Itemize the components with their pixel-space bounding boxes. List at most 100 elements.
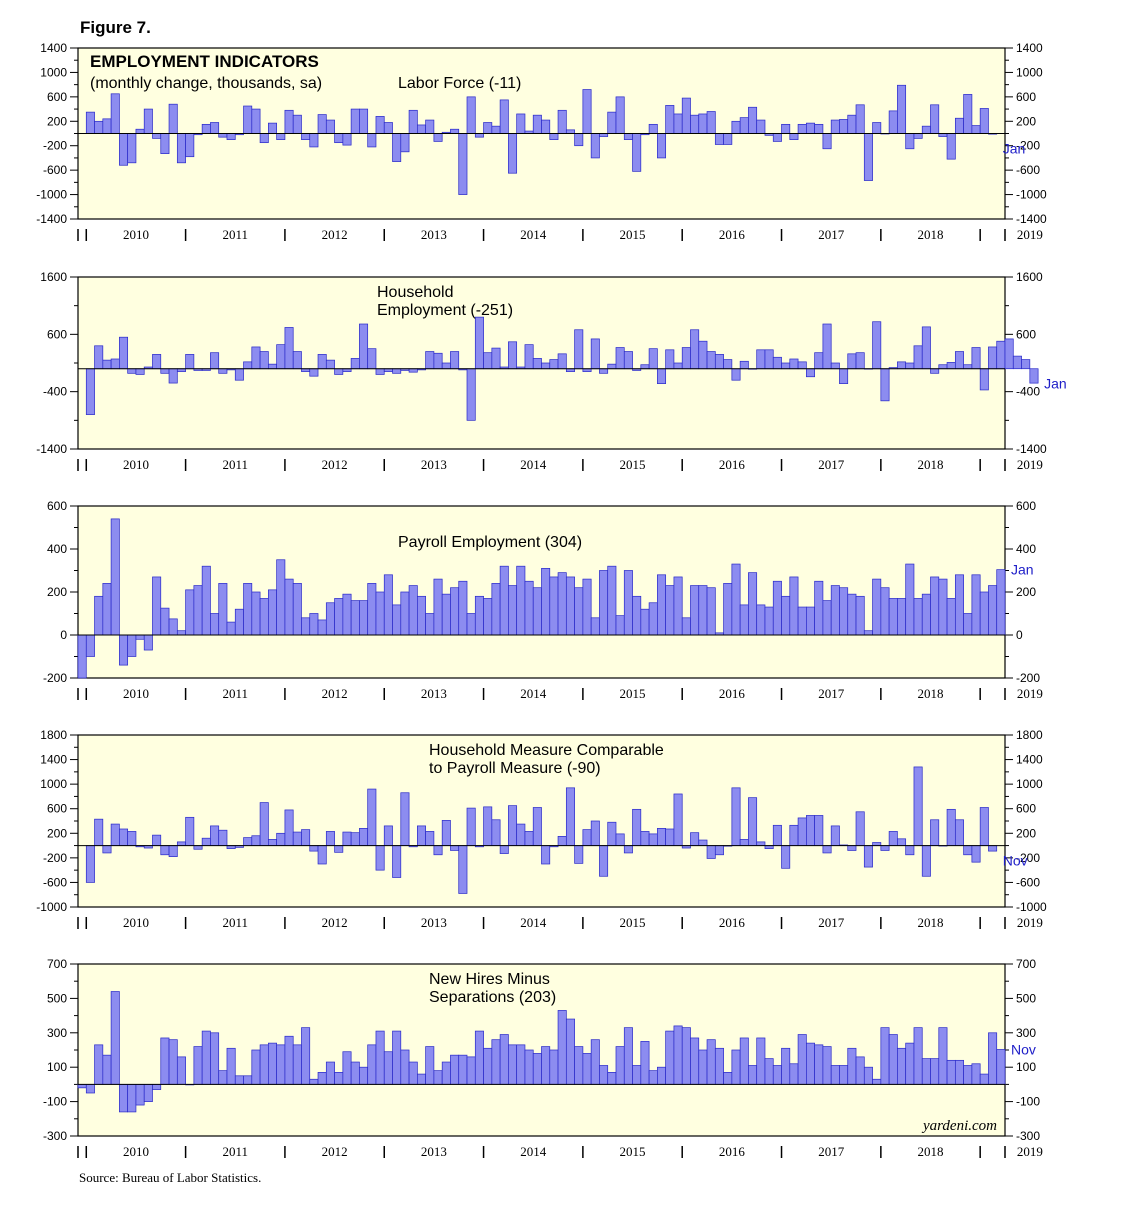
year-label: 2012	[322, 457, 348, 472]
chart-panel-1: 1400 1400 1000 1000 600 600 200 200 -200 -200 -600…	[36, 41, 1047, 242]
bar	[483, 122, 493, 134]
bar	[954, 1059, 964, 1085]
bar	[392, 604, 402, 636]
bar	[243, 583, 253, 636]
bar	[119, 634, 129, 666]
year-label: 2019	[1017, 227, 1043, 242]
bar	[417, 825, 426, 846]
bar	[971, 1063, 981, 1085]
bar	[930, 576, 940, 636]
bar	[921, 1058, 931, 1085]
bar	[185, 354, 195, 370]
bar	[863, 133, 873, 181]
bar	[789, 824, 799, 846]
bar	[806, 1042, 815, 1085]
y-tick-label-right: 0	[1016, 628, 1023, 642]
bar	[996, 1049, 1006, 1085]
bar	[673, 793, 683, 846]
bar	[921, 326, 931, 370]
bar	[284, 578, 294, 636]
bar	[599, 570, 609, 636]
bar	[888, 831, 898, 846]
bar	[417, 1073, 426, 1085]
year-label: 2018	[918, 227, 944, 242]
bar	[301, 133, 311, 140]
year-label: 2016	[719, 227, 746, 242]
bar	[673, 576, 683, 636]
bar	[954, 117, 964, 134]
y-tick-label-left: 300	[47, 1026, 67, 1040]
bar	[466, 96, 476, 134]
bar	[474, 595, 484, 636]
year-label: 2011	[222, 227, 248, 242]
bar	[847, 353, 857, 370]
bar	[433, 1070, 443, 1085]
bar	[954, 351, 964, 370]
bar	[880, 587, 890, 636]
bar	[632, 1065, 642, 1085]
bar	[599, 368, 609, 374]
bar	[491, 347, 501, 370]
year-label: 2013	[421, 686, 447, 701]
y-tick-label-left: -200	[43, 671, 67, 685]
bar	[690, 329, 700, 370]
bar	[772, 580, 782, 636]
series-label-line: Household Measure Comparable	[429, 742, 664, 759]
bar	[681, 347, 691, 370]
y-tick-label-left: 1800	[40, 728, 67, 742]
bar	[582, 578, 592, 636]
bar	[657, 368, 667, 384]
y-tick-label-left: 200	[47, 826, 67, 840]
bar	[772, 1065, 782, 1085]
bar	[781, 845, 791, 869]
y-tick-label-right: -200	[1016, 139, 1040, 153]
bar	[383, 825, 393, 846]
bar	[176, 841, 186, 846]
bar	[152, 354, 162, 370]
bar	[160, 845, 170, 856]
series-label: Payroll Employment (304)	[398, 534, 582, 551]
bar	[764, 1058, 774, 1085]
y-tick-label-right: -600	[1016, 163, 1040, 177]
bar	[417, 124, 426, 134]
bar	[251, 591, 261, 636]
bar	[748, 797, 758, 846]
bar	[921, 593, 931, 636]
bar	[665, 105, 675, 134]
bar	[723, 133, 733, 145]
bar	[325, 602, 335, 636]
bar	[168, 1039, 178, 1085]
bar	[541, 845, 551, 865]
bar	[657, 828, 667, 846]
bar	[508, 1044, 518, 1085]
year-label: 2016	[719, 1144, 746, 1159]
y-tick-label-right: 1600	[1016, 270, 1043, 284]
bar	[127, 831, 137, 846]
bar	[499, 565, 509, 636]
bar	[1004, 338, 1014, 370]
chart-panel-4: 1800 1800 1400 1400 1000 1000 600 600 200 200 -200…	[36, 728, 1047, 930]
bar	[226, 621, 236, 636]
bar	[855, 811, 865, 846]
bar	[797, 606, 807, 636]
bar	[259, 351, 269, 370]
bar	[85, 368, 95, 415]
bar	[839, 368, 849, 384]
bar	[268, 363, 277, 370]
year-label: 2018	[918, 457, 944, 472]
y-tick-label-right: -1400	[1016, 442, 1047, 456]
bar	[458, 133, 468, 195]
bar	[706, 587, 716, 636]
bar	[623, 1027, 633, 1085]
y-tick-label-right: -600	[1016, 875, 1040, 889]
bar	[168, 103, 178, 134]
bar	[284, 327, 294, 370]
bar	[201, 1030, 211, 1085]
bar	[516, 823, 526, 846]
year-label: 2011	[222, 686, 248, 701]
bar	[847, 114, 857, 134]
bar	[847, 1047, 857, 1085]
panel-subtitle: (monthly change, thousands, sa)	[90, 75, 322, 92]
bar	[85, 111, 95, 134]
